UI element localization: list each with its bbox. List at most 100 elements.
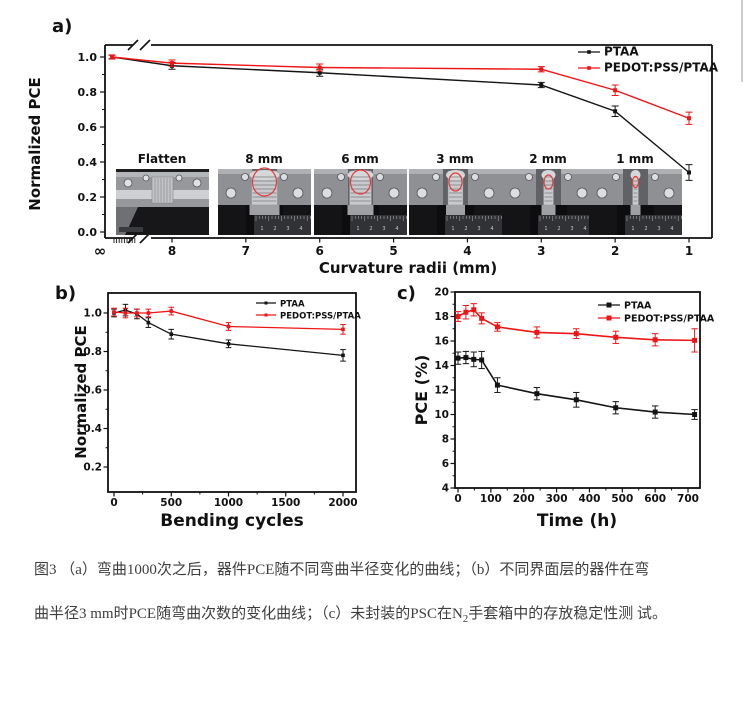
bending-photo-1: 1 2 3 4 xyxy=(218,167,311,235)
a-xtick: 2 xyxy=(611,244,619,258)
chart-a-xlabel: Curvature radii (mm) xyxy=(319,259,497,277)
ruler-number: 3 xyxy=(382,226,385,232)
ruler xyxy=(254,215,311,235)
chart-a-legend: PTAA PEDOT:PSS/PTAA xyxy=(578,45,719,75)
ruler-number: 3 xyxy=(286,226,289,232)
b-ytick: 0.6 xyxy=(83,385,102,397)
ruler xyxy=(445,215,502,235)
c-ytick: 16 xyxy=(434,336,449,348)
a-ytick: 0.6 xyxy=(78,121,98,134)
chart-c-ylabel: PCE (%) xyxy=(412,355,431,426)
chart-c-series-PTAA xyxy=(454,350,698,420)
ruler-number: 4 xyxy=(670,226,673,232)
a-xtick: 5 xyxy=(389,244,397,258)
inset-label-2: 6 mm xyxy=(341,152,379,166)
figure3-charts: 1.0 0.8 0.6 0.4 0.2 0.0 ∞ 8 7 6 5 4 3 2 1 Normalized PC… xyxy=(26,39,719,531)
ruler-number: 4 xyxy=(490,226,493,232)
b-ytick: 0.4 xyxy=(83,423,102,435)
b-xtick: 0 xyxy=(110,497,117,509)
a-ytick: 0.0 xyxy=(78,226,98,239)
ruler-number: 4 xyxy=(583,226,586,232)
c-ytick: 4 xyxy=(442,483,449,495)
b-xtick: 1500 xyxy=(271,497,300,509)
a-xtick: 4 xyxy=(463,244,471,258)
c-ytick: 20 xyxy=(434,287,449,299)
legend-label-PEDOT:PSS/PTAA: PEDOT:PSS/PTAA xyxy=(624,314,715,325)
bend-radius-marker xyxy=(251,167,278,197)
c-xtick: 600 xyxy=(644,493,666,505)
bending-photo-2: 1 2 3 4 xyxy=(314,169,407,235)
chart-b-ylabel: Normalized PCE xyxy=(72,325,90,458)
c-xtick: 700 xyxy=(677,493,699,505)
c-xtick: 200 xyxy=(513,493,535,505)
chart-b-xlabel: Bending cycles xyxy=(160,511,304,531)
ruler-number: 1 xyxy=(631,226,634,232)
a-xtick: 3 xyxy=(537,244,545,258)
bend-radius-marker xyxy=(543,174,554,190)
b-ytick: 1.0 xyxy=(83,308,102,320)
a-xtick: 1 xyxy=(685,244,693,258)
chart-b-series-PEDOT:PSS/PTAA xyxy=(111,306,346,335)
inset-label-1: 8 mm xyxy=(245,152,283,166)
bending-photo-3: 1 2 3 4 xyxy=(409,169,502,235)
c-ytick: 18 xyxy=(434,311,449,323)
bend-radius-marker xyxy=(448,172,463,192)
c-ytick: 12 xyxy=(434,385,449,397)
ruler-number: 3 xyxy=(657,226,660,232)
c-ytick: 6 xyxy=(442,458,449,470)
inset-label-3: 3 mm xyxy=(436,152,474,166)
chart-a-ylabel: Normalized PCE xyxy=(26,77,44,210)
bend-radius-marker xyxy=(631,175,640,189)
legend-label-PTAA: PTAA xyxy=(604,45,639,59)
ruler-number: 1 xyxy=(544,226,547,232)
c-ytick: 10 xyxy=(434,409,449,421)
a-xtick-inf: ∞ xyxy=(94,242,107,260)
figure-caption: 图3 （a）弯曲1000次之后，器件PCE随不同弯曲半径变化的曲线；（b）不同界… xyxy=(34,548,734,641)
scrollbar-thumb[interactable] xyxy=(741,0,743,82)
b-xtick: 2000 xyxy=(328,497,357,509)
a-ytick: 0.2 xyxy=(78,191,98,204)
ruler-number: 4 xyxy=(299,226,302,232)
ruler-number: 1 xyxy=(356,226,359,232)
ruler-number: 4 xyxy=(395,226,398,232)
c-ytick: 8 xyxy=(442,434,449,446)
inset-label-4: 2 mm xyxy=(529,152,567,166)
axis-break xyxy=(139,39,151,51)
b-ytick: 0.2 xyxy=(83,462,102,474)
chart-a: 1.0 0.8 0.6 0.4 0.2 0.0 ∞ 8 7 6 5 4 3 2 1 Normalized PC… xyxy=(26,39,719,277)
b-xtick: 1000 xyxy=(214,497,243,509)
panel-c-label: c) xyxy=(397,283,416,304)
inset-label-0: Flatten xyxy=(138,152,187,166)
legend-label-PTAA: PTAA xyxy=(280,300,305,310)
b-xtick: 500 xyxy=(160,497,182,509)
c-ytick: 14 xyxy=(434,360,449,372)
ruler xyxy=(350,215,407,235)
a-xtick: 8 xyxy=(168,244,176,258)
ruler-number: 2 xyxy=(644,226,647,232)
ruler-number: 1 xyxy=(451,226,454,232)
ruler-number: 2 xyxy=(369,226,372,232)
ruler-number: 2 xyxy=(464,226,467,232)
ruler xyxy=(538,215,595,235)
chart-c-legend: PTAA PEDOT:PSS/PTAA xyxy=(598,301,715,325)
ruler-number: 2 xyxy=(557,226,560,232)
panel-b-label: b) xyxy=(55,283,77,304)
ruler-number: 2 xyxy=(273,226,276,232)
legend-label-PTAA: PTAA xyxy=(624,301,652,312)
bend-radius-marker xyxy=(349,169,372,195)
panel-a-label: a) xyxy=(52,16,73,37)
c-xtick: 400 xyxy=(578,493,600,505)
caption-line-3: 试。 xyxy=(637,606,668,622)
ruler-number: 3 xyxy=(570,226,573,232)
chart-a-series-PEDOT:PSS/PTAA xyxy=(108,54,693,125)
a-ytick: 0.8 xyxy=(78,86,98,99)
caption-line-2: 曲半径3 mm时PCE随弯曲次数的变化曲线；（c）未封装的PSC在N2手套箱中的… xyxy=(34,606,634,625)
ruler-number: 3 xyxy=(477,226,480,232)
axis-break xyxy=(127,39,139,51)
chart-c-xlabel: Time (h) xyxy=(537,511,617,531)
chart-c-series-PEDOT:PSS/PTAA xyxy=(454,303,698,353)
a-ytick: 0.4 xyxy=(78,156,98,169)
c-xtick: 300 xyxy=(546,493,568,505)
ruler xyxy=(625,215,682,235)
bending-photo-5: 1 2 3 4 xyxy=(589,169,682,235)
